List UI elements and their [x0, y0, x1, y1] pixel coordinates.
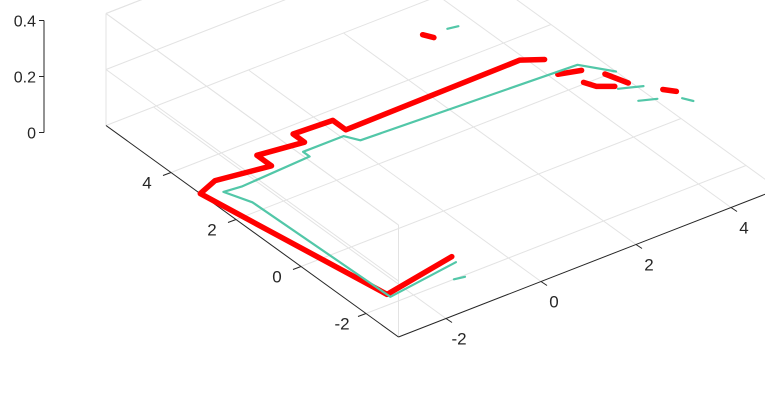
grid-line-x [248, 69, 542, 282]
series-layer [197, 25, 695, 298]
x-tick-label: 0 [549, 293, 558, 312]
y-tick [357, 313, 367, 317]
grid-line-z [105, 0, 143, 14]
x-axis-line [398, 193, 765, 338]
y-tick-label: -2 [334, 315, 349, 334]
grid-line-x [343, 32, 637, 245]
y-tick-label: 0 [272, 268, 281, 287]
path-red-segment [580, 79, 618, 90]
path-teal-segment [680, 97, 695, 103]
y-tick-label: 2 [207, 221, 216, 240]
path-red-segment [555, 67, 585, 78]
grid-line-y [235, 71, 617, 220]
x-tick-label: 2 [644, 256, 653, 275]
y-axis-line [105, 125, 399, 338]
path-red-segment [419, 31, 437, 41]
y-tick-label: 4 [142, 174, 151, 193]
x-tick-label: 4 [739, 219, 748, 238]
x-tick [635, 244, 643, 249]
y-tick [227, 219, 237, 223]
grid-line-y [170, 24, 552, 173]
path-teal-segment [446, 25, 460, 30]
grid-line-x [153, 106, 447, 319]
wall-top [105, 13, 399, 226]
series-0 [197, 31, 680, 298]
z-tick-label: 0 [27, 126, 36, 143]
ticks: -2 0 2 4 -2 0 2 4 0 0.2 0.4 [14, 14, 765, 349]
x-tick [540, 281, 548, 286]
series-1 [222, 25, 695, 298]
path-teal-segment [452, 275, 467, 281]
path-teal-segment [637, 97, 659, 102]
path-teal-segment [222, 63, 618, 298]
wall-top [105, 0, 143, 14]
x-tick-label: -2 [451, 330, 466, 349]
path-red-segment [197, 56, 548, 298]
x-tick [445, 318, 453, 323]
path-red-segment [660, 86, 680, 95]
grid-line-x [443, 0, 732, 208]
y-tick [162, 172, 172, 176]
x-tick [730, 207, 738, 212]
grid [105, 0, 765, 338]
path-teal-segment [616, 84, 645, 90]
grid-line-z [105, 0, 286, 70]
grid-line-y [365, 165, 747, 314]
grid-line-z [105, 0, 430, 126]
grid-line-z [105, 69, 399, 282]
z-tick-label: 0.2 [14, 70, 36, 87]
z-tick-label: 0.4 [14, 14, 36, 31]
grid-line-y [300, 118, 682, 267]
y-tick [292, 266, 302, 270]
path-red-segment [602, 71, 632, 86]
floor-edge [516, 0, 765, 180]
